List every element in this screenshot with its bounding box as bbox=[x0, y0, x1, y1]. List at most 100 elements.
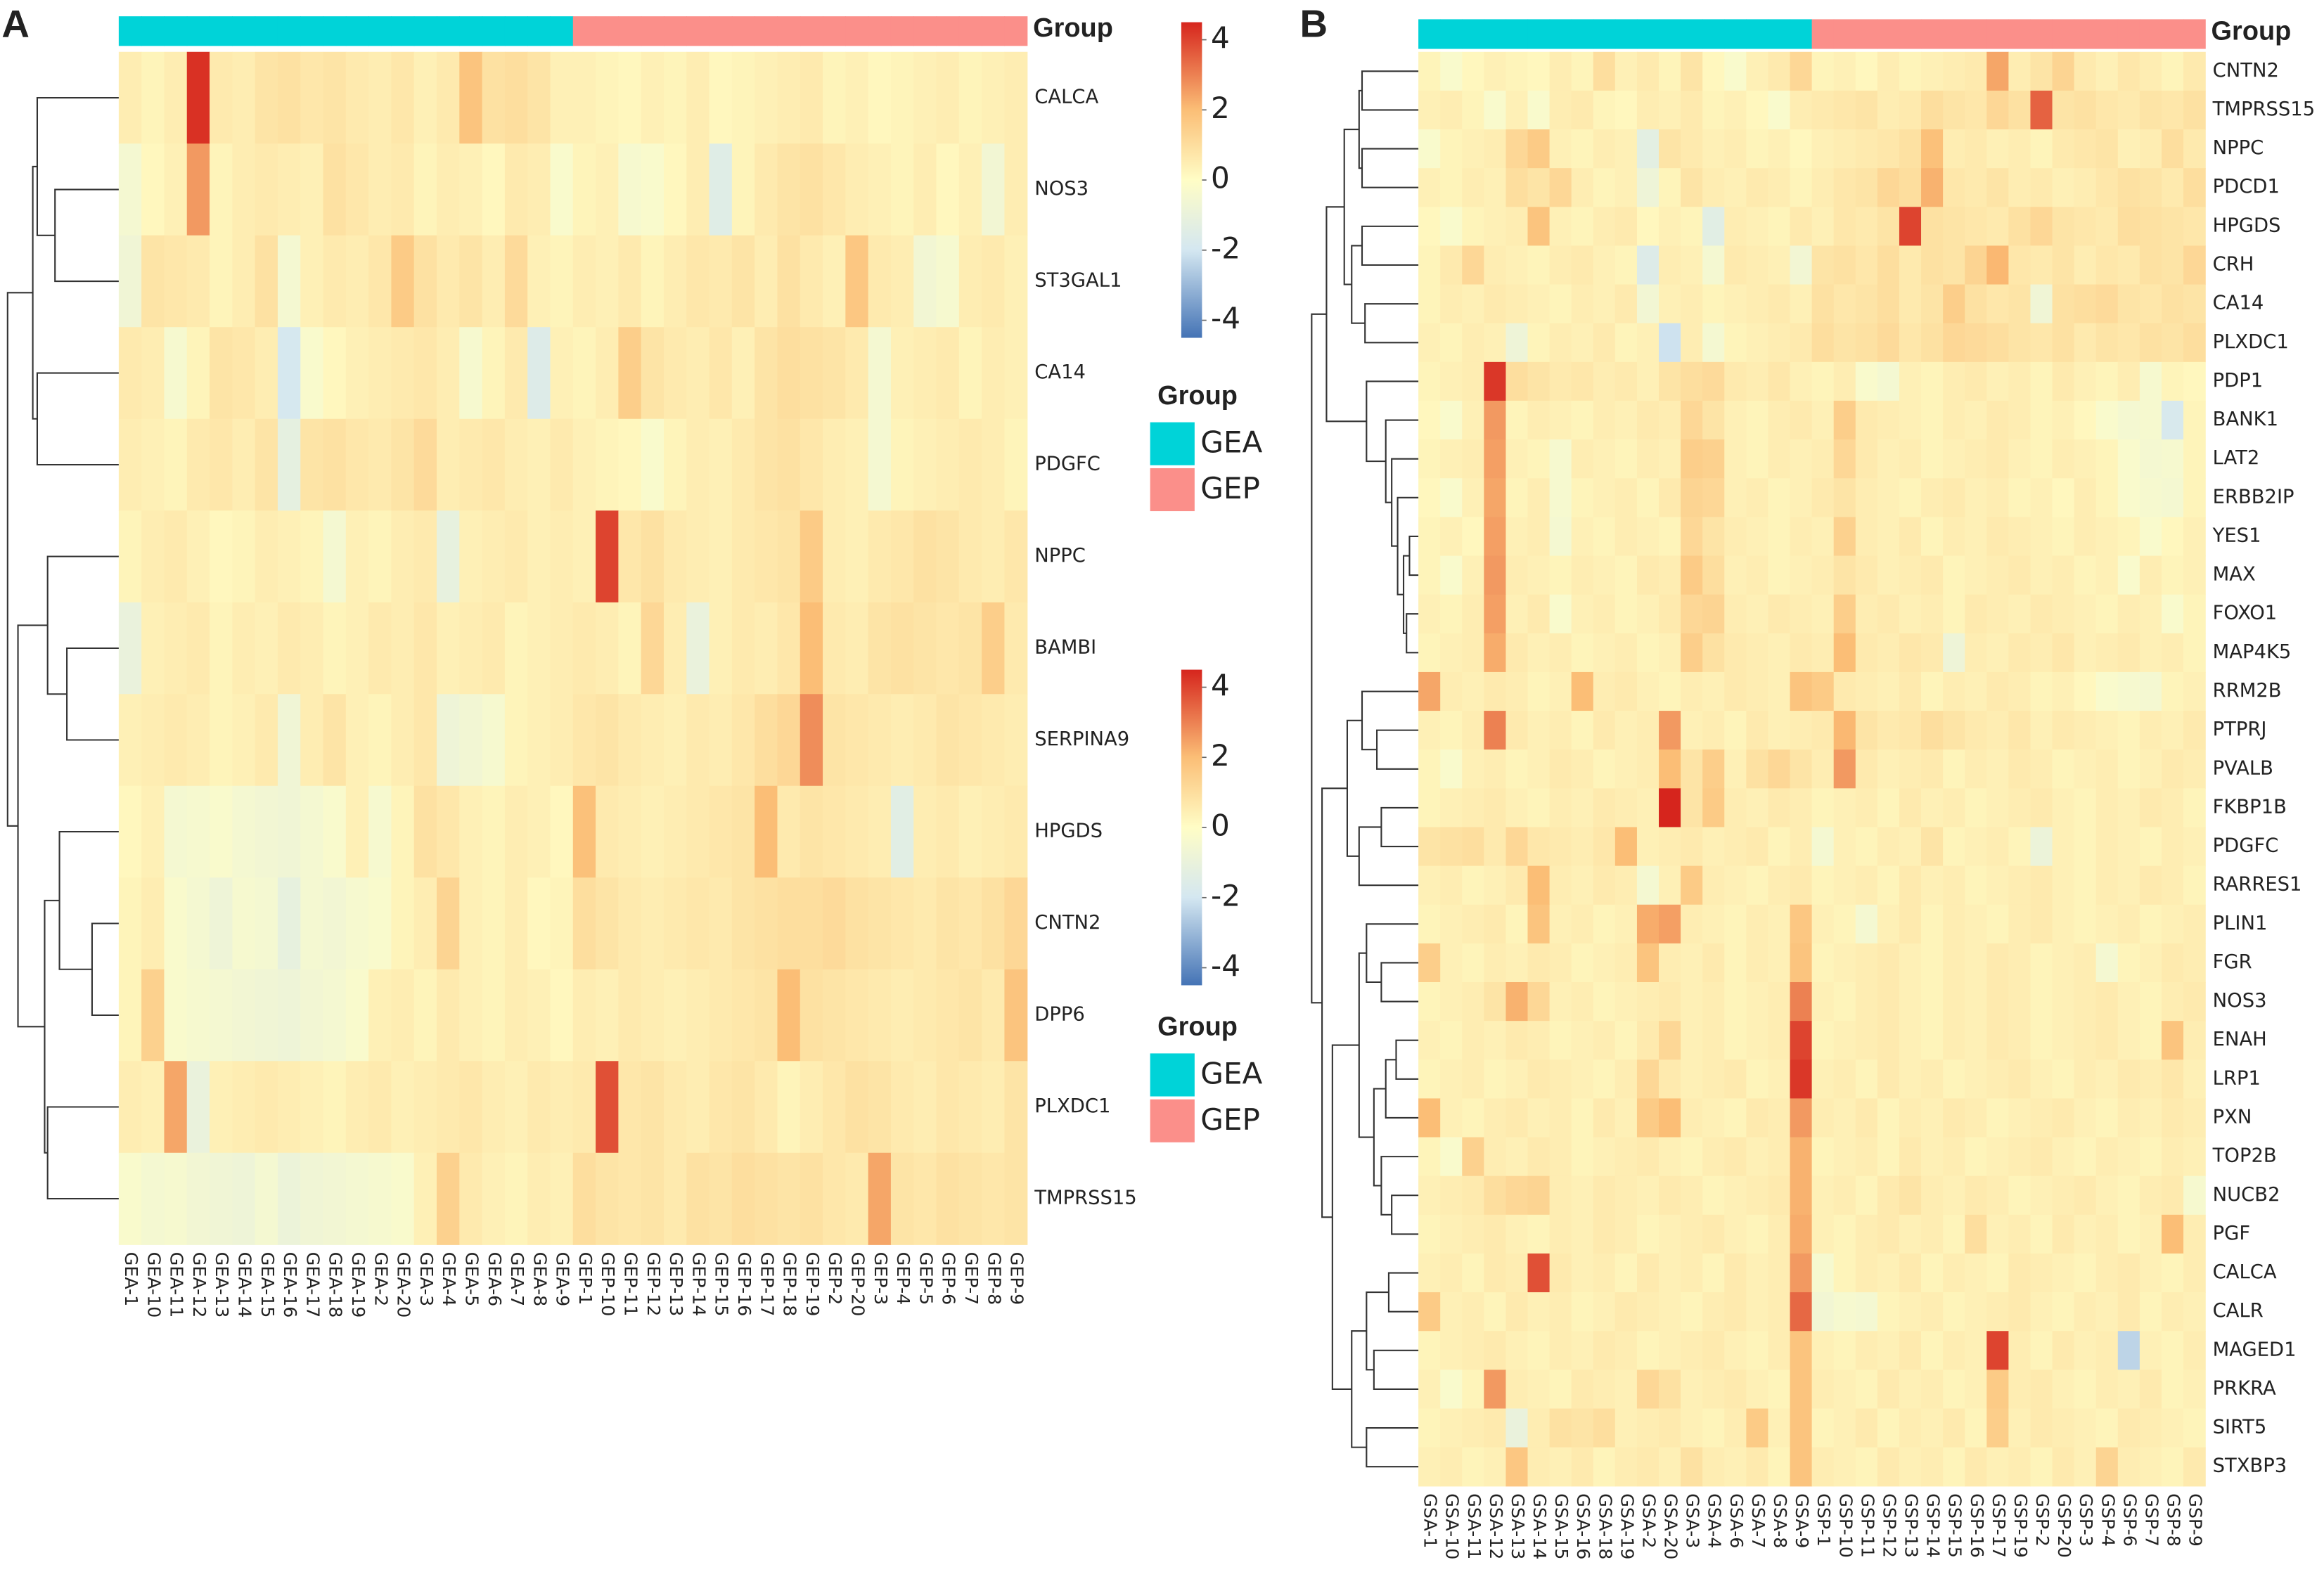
heatmap-cell bbox=[958, 1061, 982, 1154]
heatmap-cell bbox=[1943, 245, 1965, 285]
heatmap-cell bbox=[641, 694, 665, 787]
heatmap-cell bbox=[527, 235, 551, 328]
heatmap-cell bbox=[2183, 1370, 2206, 1410]
column-label: GSA-2 bbox=[1638, 1493, 1659, 1548]
heatmap-cell bbox=[2074, 1292, 2097, 1332]
heatmap-cell bbox=[936, 1152, 960, 1245]
heatmap-cell bbox=[936, 418, 960, 511]
heatmap-cell bbox=[2095, 400, 2119, 440]
heatmap-cell bbox=[1811, 594, 1835, 634]
heatmap-cell bbox=[1702, 51, 1725, 91]
heatmap-cell bbox=[2052, 90, 2075, 130]
heatmap-cell bbox=[1921, 245, 1944, 285]
heatmap-cell bbox=[2074, 788, 2097, 828]
heatmap-cell bbox=[141, 877, 165, 970]
heatmap-cell bbox=[164, 877, 188, 970]
heatmap-cell bbox=[1506, 788, 1529, 828]
heatmap-cell bbox=[1418, 1098, 1441, 1138]
heatmap-cell bbox=[755, 969, 778, 1062]
heatmap-cell bbox=[641, 510, 665, 603]
heatmap-cell bbox=[845, 694, 869, 787]
heatmap-cell bbox=[845, 143, 869, 236]
heatmap-cell bbox=[1746, 439, 1769, 479]
heatmap-cell bbox=[1440, 671, 1463, 711]
heatmap-cell bbox=[1593, 943, 1616, 983]
heatmap-cell bbox=[1833, 1021, 1856, 1060]
heatmap-cell bbox=[2030, 865, 2053, 906]
heatmap-cell bbox=[1571, 749, 1594, 789]
heatmap-cell bbox=[868, 418, 892, 511]
heatmap-cell bbox=[323, 1061, 347, 1154]
heatmap-cell bbox=[391, 235, 415, 328]
heatmap-cell bbox=[572, 235, 596, 328]
heatmap-cell bbox=[2030, 284, 2053, 324]
heatmap-cell bbox=[663, 235, 687, 328]
heatmap-cell bbox=[2074, 865, 2097, 906]
heatmap-cell bbox=[800, 235, 823, 328]
heatmap-cell bbox=[2095, 1175, 2119, 1216]
heatmap-cell bbox=[1768, 594, 1791, 634]
heatmap-cell bbox=[1593, 51, 1616, 91]
heatmap-cell bbox=[323, 51, 347, 144]
heatmap-cell bbox=[1681, 788, 1703, 828]
heatmap-cell bbox=[1659, 671, 1681, 711]
heatmap-cell bbox=[1440, 361, 1463, 401]
column-label: GEA-14 bbox=[234, 1252, 255, 1318]
heatmap-cell bbox=[1877, 827, 1900, 867]
heatmap-cell bbox=[368, 143, 392, 236]
heatmap-cell bbox=[2117, 1137, 2140, 1177]
heatmap-cell bbox=[164, 1152, 188, 1245]
heatmap-cell bbox=[141, 694, 165, 787]
heatmap-cell bbox=[1986, 361, 2010, 401]
heatmap-cell bbox=[527, 510, 551, 603]
colorbar-tick-label: 0 bbox=[1211, 808, 1230, 843]
column-label: GSA-11 bbox=[1464, 1493, 1484, 1559]
row-label: PGF bbox=[2213, 1223, 2250, 1244]
heatmap-cell bbox=[1943, 478, 1965, 518]
heatmap-cell bbox=[913, 785, 937, 878]
heatmap-cell bbox=[1681, 749, 1703, 789]
heatmap-cell bbox=[2052, 1098, 2075, 1138]
heatmap-cell bbox=[1746, 788, 1769, 828]
heatmap-cell bbox=[1899, 904, 1922, 944]
heatmap-cell bbox=[1746, 1098, 1769, 1138]
heatmap-cell bbox=[1418, 400, 1441, 440]
heatmap-cell bbox=[686, 510, 710, 603]
heatmap-cell bbox=[1614, 323, 1638, 363]
heatmap-cell bbox=[1571, 361, 1594, 401]
group-cell bbox=[2052, 19, 2075, 49]
heatmap-cell bbox=[800, 877, 823, 970]
heatmap-cell bbox=[1877, 478, 1900, 518]
column-label: GEA-12 bbox=[189, 1252, 210, 1318]
heatmap-cell bbox=[1768, 904, 1791, 944]
heatmap-cell bbox=[1614, 207, 1638, 247]
heatmap-cell bbox=[823, 785, 846, 878]
heatmap-cell bbox=[1811, 865, 1835, 906]
heatmap-cell bbox=[2161, 1447, 2184, 1487]
row-label: CNTN2 bbox=[1034, 912, 1100, 934]
heatmap-cell bbox=[845, 877, 869, 970]
heatmap-cell bbox=[1418, 982, 1441, 1022]
heatmap-cell bbox=[1636, 943, 1659, 983]
heatmap-cell bbox=[2117, 90, 2140, 130]
heatmap-cell bbox=[1986, 1408, 2010, 1448]
heatmap-cell bbox=[2161, 1175, 2184, 1216]
heatmap-cell bbox=[1440, 1292, 1463, 1332]
heatmap-cell bbox=[459, 602, 483, 695]
heatmap-cell bbox=[845, 327, 869, 420]
heatmap-cell bbox=[1614, 245, 1638, 285]
heatmap-cell bbox=[845, 1061, 869, 1154]
heatmap-cell bbox=[1790, 517, 1813, 557]
row-label: LRP1 bbox=[2213, 1067, 2261, 1089]
heatmap-cell bbox=[300, 969, 324, 1062]
group-cell bbox=[1571, 19, 1594, 49]
heatmap-cell bbox=[618, 1152, 642, 1245]
heatmap-cell bbox=[1506, 1214, 1529, 1254]
heatmap-cell bbox=[2117, 323, 2140, 363]
heatmap-cell bbox=[1833, 129, 1856, 169]
group-cell bbox=[823, 16, 846, 46]
heatmap-cell bbox=[1855, 1137, 1878, 1177]
heatmap-cell bbox=[300, 51, 324, 144]
heatmap-cell bbox=[2095, 671, 2119, 711]
heatmap-cell bbox=[504, 969, 528, 1062]
